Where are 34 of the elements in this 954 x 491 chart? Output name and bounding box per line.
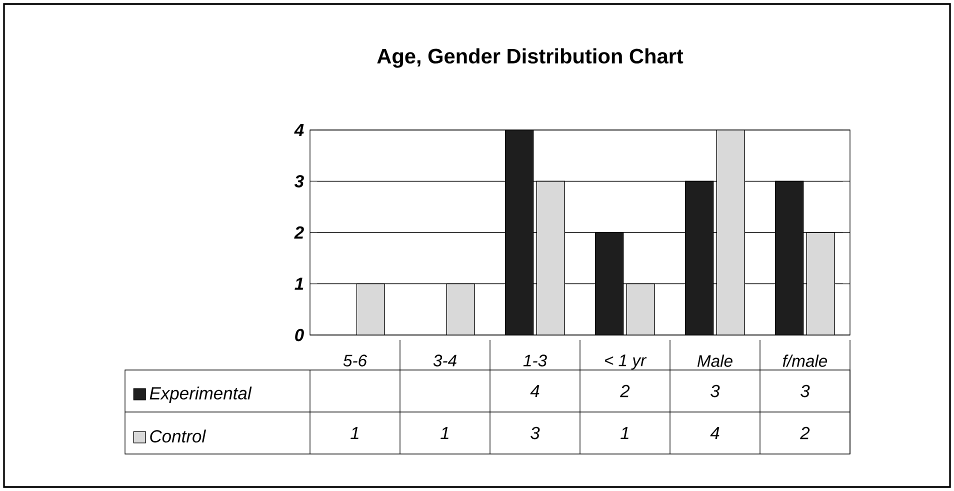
- bar: [536, 180, 566, 335]
- bar: [716, 130, 746, 335]
- data-label: 4: [530, 384, 540, 398]
- y-tick-label: 3: [294, 175, 304, 188]
- y-tick-label: 2: [294, 226, 304, 239]
- bar: [595, 232, 624, 335]
- x-tick-label: 5-6: [343, 354, 368, 366]
- data-label: 3: [530, 426, 540, 440]
- bar: [806, 232, 836, 335]
- y-tick-label: 1: [294, 278, 304, 290]
- chart-title: Age, Gender Distribution Chart: [377, 48, 684, 68]
- data-label: 2: [800, 426, 810, 440]
- bar: [356, 283, 386, 335]
- data-label: 1: [350, 426, 358, 440]
- y-tick-label: 0: [295, 328, 304, 342]
- x-tick-label: Male: [697, 354, 732, 367]
- x-tick-label: 3-4: [433, 354, 456, 366]
- bar: [446, 283, 476, 335]
- legend-label: Control: [150, 430, 206, 443]
- bar: [774, 180, 804, 335]
- data-label: 4: [710, 426, 720, 440]
- data-label: 3: [710, 384, 720, 398]
- legend-label: Experimental: [150, 386, 252, 403]
- y-tick-label: 4: [294, 124, 304, 136]
- x-tick-label: f/male: [782, 354, 828, 367]
- data-label: 3: [800, 384, 810, 398]
- bar: [626, 283, 655, 335]
- data-label: 2: [620, 384, 630, 398]
- data-label: 1: [620, 426, 628, 440]
- bar: [685, 180, 714, 335]
- bar: [505, 130, 534, 335]
- x-tick-label: 1-3: [523, 354, 547, 366]
- data-label: 1: [440, 426, 448, 440]
- x-tick-label: < 1 yr: [605, 354, 647, 370]
